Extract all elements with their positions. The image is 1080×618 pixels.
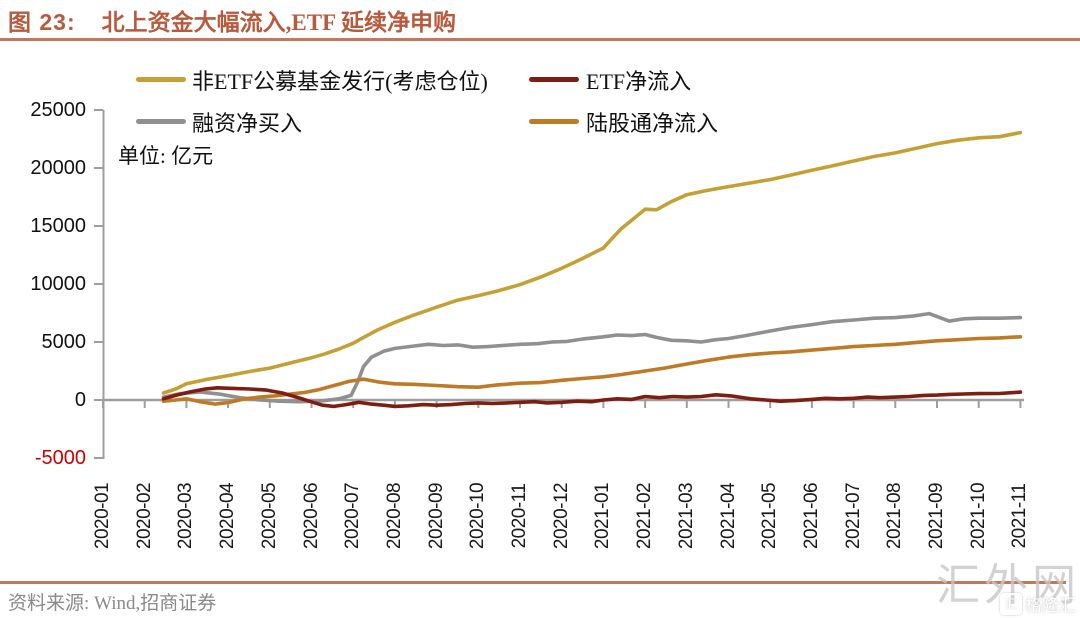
figure-number: 图 23: [8,9,76,35]
x-tick-label: 2021-01 [592,482,614,550]
y-tick-label: 20000 [30,157,86,179]
watermark-gelonghui: 汇 格隆汇 [1000,591,1076,616]
series-line-0 [161,130,1023,395]
x-tick-label: 2021-09 [926,482,947,550]
x-tick-label: 2020-01 [92,482,113,550]
legend-swatch-margin-net-buying [136,119,186,124]
footer-rule [0,581,1066,584]
watermark-gelonghui-text: 格隆汇 [1025,596,1076,615]
series-line-2 [161,311,1023,404]
x-tick-label: 2021-05 [759,482,781,550]
legend-label-northbound-net-inflow: 陆股通净流入 [586,111,719,136]
y-tick-label: 0 [74,389,86,411]
x-tick-label: 2020-03 [175,482,197,550]
unit-label: 单位: 亿元 [118,144,214,168]
x-tick-label: 2021-02 [634,482,656,550]
source-note: 资料来源: Wind,招商证券 [8,593,217,614]
x-tick-label: 2020-08 [383,482,405,550]
x-tick-label: 2020-02 [133,482,155,550]
x-tick-label: 2021-07 [842,482,864,550]
x-tick-label: 2020-04 [217,482,239,550]
x-tick-label: 2020-09 [425,482,447,550]
legend-label-etf-net-inflow: ETF净流入 [586,69,692,94]
x-tick-label: 2020-12 [550,482,572,550]
figure-title: 图 23: 北上资金大幅流入,ETF 延续净申购 [8,3,456,37]
x-tick-label: 2020-11 [509,483,530,549]
y-tick-label: 10000 [30,273,86,295]
legend-swatch-northbound-net-inflow [529,119,579,124]
legend-swatch-etf-net-inflow [529,77,579,82]
x-tick-label: 2021-03 [675,482,697,550]
watermark-huiwaiwang: 汇外网 [936,561,1080,610]
y-tick-label: 15000 [30,215,86,237]
x-tick-label: 2020-06 [300,482,322,550]
x-tick-label: 2020-05 [258,482,280,550]
x-tick-label: 2020-07 [342,482,364,550]
legend-label-non-etf-funds: 非ETF公募基金发行(考虑仓位) [192,69,488,94]
x-tick-label: 2021-11 [1009,483,1031,549]
x-tick-label: 2020-10 [467,482,489,550]
series-line-3 [161,334,1023,406]
x-tick-label: 2021-10 [967,482,989,550]
x-tick-label: 2021-04 [717,482,739,550]
x-tick-label: 2021-08 [884,482,906,550]
y-tick-label: 5000 [41,331,87,353]
watermark-logo-icon: 汇 [1000,592,1022,615]
y-tick-label: 25000 [30,99,86,121]
y-tick-label: -5000 [34,447,86,469]
title-underline [0,38,1080,41]
x-tick-label: 2021-06 [800,482,822,550]
figure-title-text: 北上资金大幅流入,ETF 延续净申购 [101,10,457,35]
legend-swatch-non-etf-funds [136,77,186,82]
legend-label-margin-net-buying: 融资净买入 [192,111,303,136]
series-line-1 [161,385,1023,409]
